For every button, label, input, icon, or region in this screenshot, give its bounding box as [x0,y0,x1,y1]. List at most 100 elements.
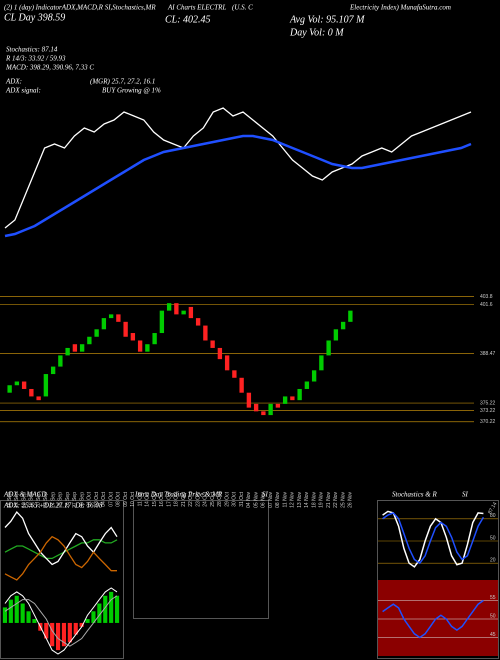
line [4,587,118,655]
panel-frame [133,500,269,619]
line [382,512,485,565]
y-tick-label: 45 [490,632,496,638]
candle [188,306,194,319]
y-tick-label: 401.6 [480,302,493,308]
candle [101,318,107,330]
x-tick-label: 26 Sep [65,492,71,508]
x-tick-label: 30 Oct [232,491,238,506]
y-tick-label: 50 [490,613,496,619]
x-tick-label: 24 Oct [203,491,209,506]
x-tick-label: 21 Oct [181,491,187,506]
macd-bar [20,603,25,623]
macd-bar [85,619,90,623]
panel-title: Stochastics & R [392,491,437,499]
line [4,134,472,238]
y-tick-label: 80 [490,513,496,519]
candle [130,333,136,341]
x-tick-label: 15 Oct [152,491,158,506]
candle [174,303,179,315]
cl: CL: 402.45 [165,14,211,25]
adx-signal-label: ADX signal: [5,87,41,95]
candle [166,303,172,311]
candle [123,321,128,337]
macd-bar [61,622,67,647]
candle [311,370,317,382]
candle [275,403,281,408]
x-tick-label: 24 Sep [50,492,56,508]
macd-bar [79,622,84,627]
rsi-text: R 14/3: 33.92 / 59.93 [5,55,66,63]
x-tick-label: 25 Oct [210,491,216,506]
candle [72,344,78,352]
x-tick-label: 20 Sep [36,492,42,508]
x-tick-label: 16 Oct [159,491,165,506]
x-tick-label: 03 Oct [94,491,100,506]
macd-bar [97,603,102,623]
macd-bar [26,611,31,623]
y-tick-label: 375.22 [480,400,496,406]
x-tick-label: 18 Nov [311,492,317,508]
panel-title: SI [262,491,269,499]
candle [210,340,215,348]
candle [137,340,143,352]
site-line: (2) 1 (day) IndicatorADX,MACD,R SI,Stoch… [4,4,156,12]
macd-bar [73,622,78,635]
y-tick-label: 370.22 [480,419,496,425]
line [4,539,118,560]
x-tick-label: 14 Nov [304,492,310,508]
macd-bar [109,591,114,623]
candle [297,388,302,401]
candle [268,403,273,416]
line [382,510,484,568]
candle [108,314,114,319]
candle [159,310,165,334]
line [382,599,484,639]
company-a: (U.S. C [232,4,253,12]
x-tick-label: 19 Nov [319,492,325,508]
x-tick-label: 22 Oct [188,491,194,506]
candle [326,340,331,356]
y-tick-label: 373.22 [480,408,496,414]
line [4,535,117,581]
value-label: 87.14 [487,501,499,515]
day-vol: Day Vol: 0 M [289,27,344,38]
avg-vol: Avg Vol: 95.107 M [289,14,365,25]
candle [224,355,230,371]
macd-bar [44,622,49,639]
x-tick-label: 29 Oct [224,491,230,506]
candle [145,344,150,352]
candle [348,310,353,322]
macd-bar [55,622,61,651]
panel-frame [377,500,499,659]
candle [239,377,244,393]
x-tick-label: 27 Sep [72,492,78,508]
x-tick-label: 22 Nov [333,492,339,508]
macd-text: MACD: 398.29, 390.96, 7.33 C [5,64,94,72]
y-tick-label: 55 [490,595,496,601]
x-tick-label: 28 Oct [217,491,223,506]
candle [43,374,49,397]
line [4,510,118,566]
candle [14,381,20,386]
y-tick-label: 20 [490,558,496,564]
charts-line: AI Charts ELECTRL [167,4,226,12]
adx-label: ADX: [5,78,22,86]
x-tick-label: 23 Oct [195,491,201,506]
candle [181,310,186,315]
x-tick-label: 05 Nov [253,492,259,508]
candle [7,385,12,393]
company-b: Electricity Index) MunafaSutra.com [349,4,451,12]
panel-title: ADX & MACD [3,491,46,499]
candle [261,411,266,416]
candle [290,396,295,401]
cl-day: CL Day 398.59 [4,12,65,23]
x-tick-label: 12 Nov [290,492,296,508]
macd-bar [114,595,120,623]
candle [29,388,34,397]
candle [333,329,339,341]
x-tick-label: 17 Oct [166,491,172,506]
x-tick-label: 06 Nov [261,492,267,508]
macd-bar [91,611,96,623]
macd-bar [67,622,72,643]
candle [58,355,63,367]
